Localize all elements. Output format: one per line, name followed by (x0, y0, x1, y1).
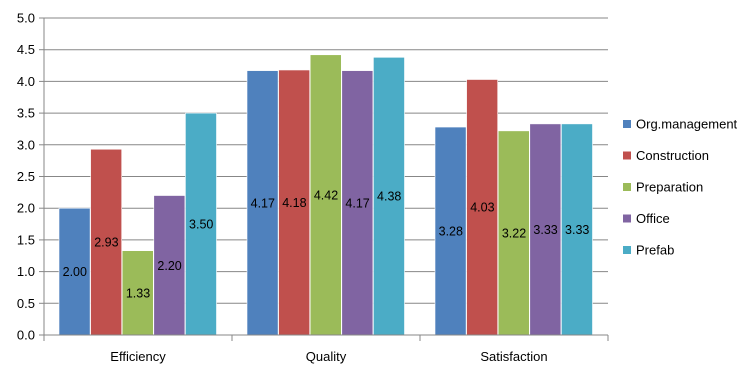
y-tick-label: 1.0 (17, 264, 35, 279)
bar (121, 250, 154, 336)
bar (373, 57, 405, 336)
bar (278, 69, 311, 336)
legend-swatch (623, 120, 631, 128)
legend-swatch (623, 151, 631, 160)
y-axis: 0.0 0.5 1.0 1.5 2.0 2.5 3.0 3.5 4.0 4.5 5.0 (17, 11, 45, 343)
bar (341, 70, 374, 336)
legend-swatch (623, 214, 631, 223)
bar (309, 54, 342, 336)
data-label: 4.17 (251, 196, 275, 210)
legend-label: Prefab (636, 243, 674, 258)
bar (153, 195, 186, 336)
bar (466, 79, 499, 336)
legend-swatch (623, 183, 631, 191)
data-label: 3.33 (565, 223, 589, 237)
y-tick-label: 3.5 (17, 106, 35, 121)
bar (185, 112, 217, 336)
data-label: 2.20 (157, 259, 181, 273)
y-tick-label: 0.5 (17, 296, 35, 311)
bar (90, 148, 122, 336)
legend-swatch (623, 246, 631, 254)
x-category-label: Efficiency (110, 349, 166, 364)
data-label: 1.33 (126, 286, 150, 300)
data-label: 4.38 (377, 190, 401, 204)
y-tick-label: 2.5 (17, 169, 35, 184)
y-tick-label: 4.5 (17, 42, 35, 57)
data-labels: 2.00 4.17 3.28 2.93 4.18 4.03 1.33 4.42 3.22 2.20… (63, 188, 590, 300)
data-label: 4.18 (282, 196, 306, 210)
y-tick-label: 1.5 (17, 232, 35, 247)
data-label: 2.00 (63, 265, 87, 279)
bar (529, 123, 562, 336)
x-axis: Efficiency Quality Satisfaction (43, 334, 609, 364)
data-label: 3.22 (502, 226, 526, 240)
data-label: 4.03 (470, 201, 494, 215)
y-tick-label: 3.0 (17, 137, 35, 152)
y-tick-label: 4.0 (17, 74, 35, 89)
data-label: 3.33 (533, 223, 557, 237)
legend-label: Office (636, 211, 670, 226)
legend: Org.management Construction Preparation Off… (623, 117, 738, 258)
bar (497, 130, 530, 336)
data-label: 2.93 (94, 236, 118, 250)
x-category-label: Satisfaction (480, 349, 547, 364)
legend-label: Construction (636, 148, 709, 163)
data-label: 4.17 (345, 196, 369, 210)
y-tick-label: 0.0 (17, 328, 35, 343)
data-label: 3.28 (439, 225, 463, 239)
bar (434, 126, 467, 336)
legend-label: Preparation (636, 180, 703, 195)
x-category-label: Quality (306, 349, 347, 364)
data-label: 3.50 (189, 218, 213, 232)
y-tick-label: 2.0 (17, 201, 35, 216)
bar (561, 123, 593, 336)
bars (58, 54, 593, 336)
legend-label: Org.management (636, 117, 738, 132)
data-label: 4.42 (314, 188, 338, 202)
y-tick-label: 5.0 (17, 11, 35, 26)
